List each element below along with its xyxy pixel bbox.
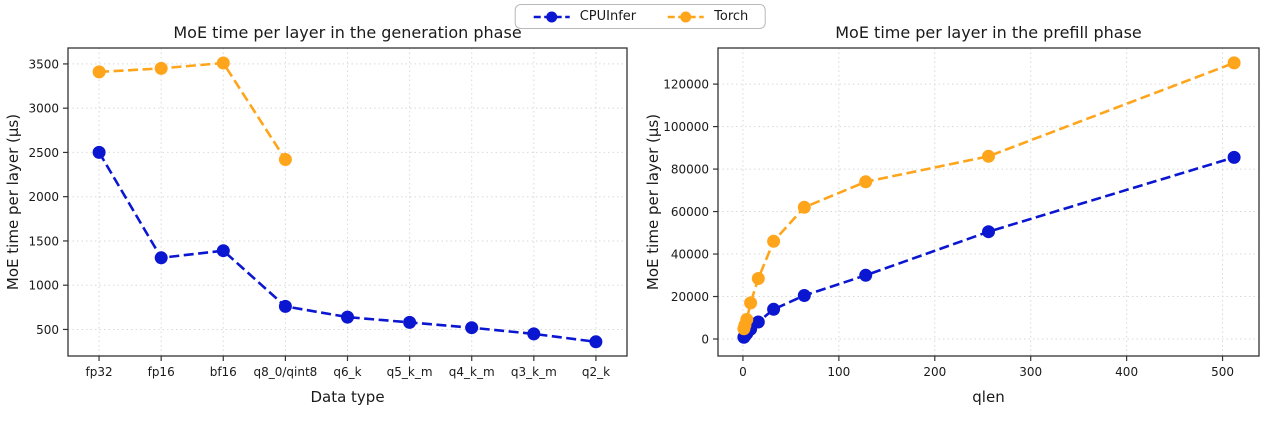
svg-text:20000: 20000: [671, 290, 709, 304]
svg-text:q3_k_m: q3_k_m: [511, 365, 557, 379]
svg-text:1500: 1500: [28, 234, 59, 248]
svg-text:Data type: Data type: [310, 388, 384, 406]
svg-text:q6_k: q6_k: [333, 365, 361, 379]
svg-text:80000: 80000: [671, 163, 709, 177]
svg-text:q2_k: q2_k: [582, 365, 610, 379]
legend-item-torch: Torch: [666, 9, 748, 24]
svg-text:3000: 3000: [28, 102, 59, 116]
legend-label: Torch: [714, 9, 749, 24]
svg-text:300: 300: [1019, 365, 1042, 379]
svg-text:qlen: qlen: [972, 388, 1004, 406]
svg-text:q8_0/qint8: q8_0/qint8: [253, 365, 317, 379]
svg-text:500: 500: [36, 323, 59, 337]
figure-prefill-phase: 0 100 200 300 400 500 0 20000 40000 60000 80000 100…: [640, 0, 1280, 426]
svg-text:2500: 2500: [28, 146, 59, 160]
svg-text:fp32: fp32: [85, 365, 112, 379]
svg-text:2000: 2000: [28, 190, 59, 204]
legend-item-cpuinfer: CPUInfer: [532, 9, 636, 24]
legend-label: CPUInfer: [579, 9, 637, 24]
svg-text:MoE time per layer in the gene: MoE time per layer in the generation pha…: [173, 23, 521, 42]
svg-text:1000: 1000: [28, 279, 59, 293]
svg-text:0: 0: [739, 365, 747, 379]
figure-generation-phase: fp32 fp16 bf16 q8_0/qint8 q6_k q5_k_m q4_k_m q3…: [4, 23, 628, 406]
cpuinfer-line-marker-icon: [533, 11, 570, 22]
generation-phase-chart: fp32 fp16 bf16 q8_0/qint8 q6_k q5_k_m q4_k_m q3…: [4, 23, 628, 406]
torch-line-marker-icon: [668, 11, 705, 22]
svg-text:40000: 40000: [671, 248, 709, 262]
svg-text:60000: 60000: [671, 205, 709, 219]
svg-text:MoE time per layer (µs): MoE time per layer (µs): [644, 114, 662, 290]
svg-text:100: 100: [827, 365, 850, 379]
svg-text:3500: 3500: [28, 57, 59, 71]
svg-text:200: 200: [923, 365, 946, 379]
prefill-phase-chart: 0 100 200 300 400 500 0 20000 40000 60000 80000 100…: [644, 23, 1260, 406]
svg-text:fp16: fp16: [148, 365, 175, 379]
svg-text:bf16: bf16: [210, 365, 237, 379]
svg-text:MoE time per layer (µs): MoE time per layer (µs): [4, 114, 22, 290]
svg-text:MoE time per layer in the pref: MoE time per layer in the prefill phase: [835, 23, 1142, 42]
svg-text:q5_k_m: q5_k_m: [387, 365, 433, 379]
legend: CPUInfer Torch: [514, 4, 766, 29]
svg-text:120000: 120000: [663, 78, 709, 92]
svg-text:500: 500: [1211, 365, 1234, 379]
svg-text:0: 0: [701, 333, 709, 347]
svg-text:100000: 100000: [663, 120, 709, 134]
svg-text:400: 400: [1115, 365, 1138, 379]
svg-text:q4_k_m: q4_k_m: [449, 365, 495, 379]
